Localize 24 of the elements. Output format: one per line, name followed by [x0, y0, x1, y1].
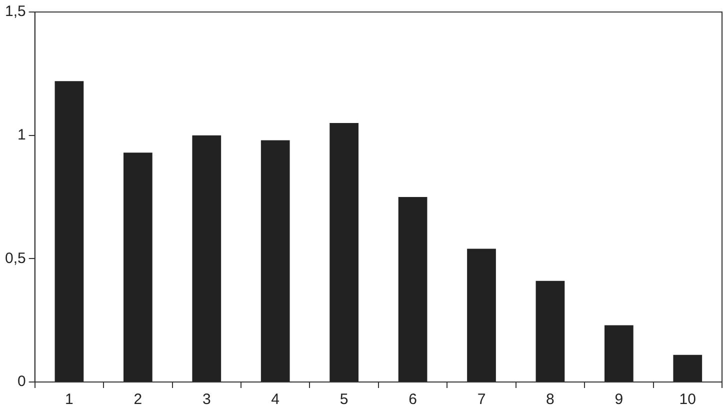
y-tick-label: 0,5 — [4, 250, 26, 267]
bar — [192, 135, 222, 382]
bar — [330, 123, 358, 382]
bar — [467, 248, 496, 382]
bar — [54, 81, 84, 382]
bar — [398, 197, 428, 382]
bar — [260, 140, 290, 382]
bar — [673, 354, 702, 382]
bar — [604, 325, 634, 382]
bar — [536, 280, 565, 382]
x-tick-label: 7 — [477, 391, 486, 408]
y-tick-label: 1,5 — [4, 3, 26, 20]
bar — [123, 152, 152, 382]
x-tick-label: 5 — [340, 391, 348, 408]
y-tick-label: 1 — [18, 126, 26, 144]
x-tick-label: 6 — [408, 391, 417, 408]
x-tick-label: 9 — [614, 391, 624, 408]
y-tick-label: 0 — [18, 373, 26, 390]
x-tick-label: 8 — [546, 391, 554, 408]
x-tick-label: 1 — [65, 391, 74, 408]
x-tick-label: 10 — [679, 391, 696, 408]
x-tick-label: 2 — [134, 391, 142, 408]
x-tick-label: 3 — [202, 391, 211, 408]
x-tick-label: 4 — [271, 391, 280, 408]
